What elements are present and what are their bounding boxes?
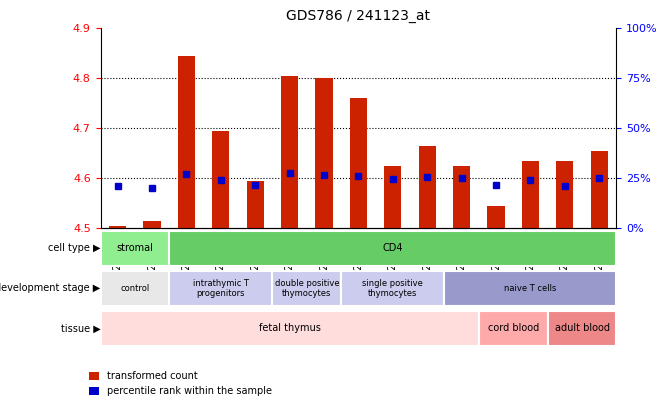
FancyBboxPatch shape — [341, 271, 444, 306]
Text: tissue ▶: tissue ▶ — [61, 323, 100, 333]
Text: adult blood: adult blood — [555, 323, 610, 333]
Bar — [350, 98, 367, 228]
Bar — [522, 161, 539, 228]
Legend: transformed count, percentile rank within the sample: transformed count, percentile rank withi… — [85, 367, 275, 400]
FancyBboxPatch shape — [170, 231, 616, 266]
Bar — [143, 221, 161, 228]
Text: single positive
thymocytes: single positive thymocytes — [362, 279, 423, 298]
Bar — [556, 161, 574, 228]
Bar — [316, 78, 332, 228]
Text: intrathymic T
progenitors: intrathymic T progenitors — [193, 279, 249, 298]
Text: control: control — [121, 284, 149, 293]
Text: stromal: stromal — [117, 243, 153, 253]
FancyBboxPatch shape — [100, 231, 170, 266]
FancyBboxPatch shape — [479, 311, 547, 346]
FancyBboxPatch shape — [273, 271, 341, 306]
Text: double positive
thymocytes: double positive thymocytes — [275, 279, 339, 298]
FancyBboxPatch shape — [444, 271, 616, 306]
Bar — [281, 76, 298, 228]
Text: cell type ▶: cell type ▶ — [48, 243, 100, 253]
FancyBboxPatch shape — [100, 311, 479, 346]
Text: CD4: CD4 — [383, 243, 403, 253]
FancyBboxPatch shape — [100, 271, 170, 306]
Bar — [212, 131, 229, 228]
Title: GDS786 / 241123_at: GDS786 / 241123_at — [287, 9, 430, 23]
Bar — [109, 226, 126, 228]
Text: fetal thymus: fetal thymus — [259, 323, 321, 333]
FancyBboxPatch shape — [547, 311, 616, 346]
Text: cord blood: cord blood — [488, 323, 539, 333]
Bar — [419, 146, 436, 228]
Bar — [178, 56, 195, 228]
Bar — [247, 181, 264, 228]
Bar — [591, 151, 608, 228]
Bar — [487, 206, 505, 228]
Bar — [384, 166, 401, 228]
Text: naive T cells: naive T cells — [505, 284, 557, 293]
FancyBboxPatch shape — [170, 271, 273, 306]
Text: development stage ▶: development stage ▶ — [0, 284, 100, 293]
Bar — [453, 166, 470, 228]
